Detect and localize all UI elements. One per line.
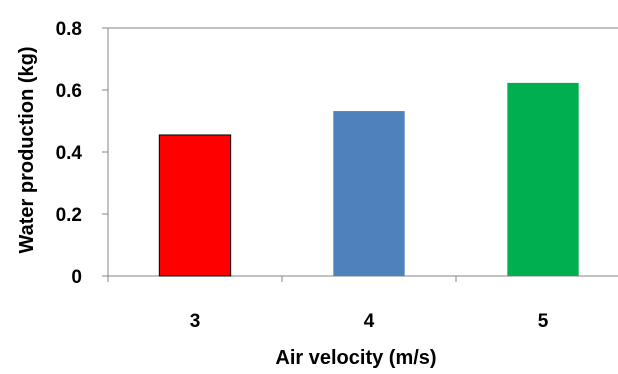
- y-tick-label: 0.4: [56, 143, 83, 164]
- bar-4: [333, 111, 405, 276]
- bar-5: [507, 82, 579, 277]
- y-axis-title: Water production (kg): [16, 46, 38, 253]
- y-tick-label: 0.8: [56, 19, 82, 40]
- x-tick-label: 3: [190, 311, 201, 332]
- y-tick-label: 0.2: [56, 205, 82, 226]
- x-tick-label: 5: [538, 311, 549, 332]
- y-tick-label: 0: [71, 267, 82, 288]
- x-tick-label: 4: [364, 311, 375, 332]
- x-ticks: 3 4 5: [107, 276, 549, 332]
- y-tick-label: 0.6: [56, 81, 82, 102]
- bars: [158, 82, 579, 277]
- bar-3: [158, 134, 232, 277]
- x-axis-title: Air velocity (m/s): [275, 347, 436, 369]
- y-ticks: 0 0.2 0.4 0.6 0.8: [56, 19, 108, 288]
